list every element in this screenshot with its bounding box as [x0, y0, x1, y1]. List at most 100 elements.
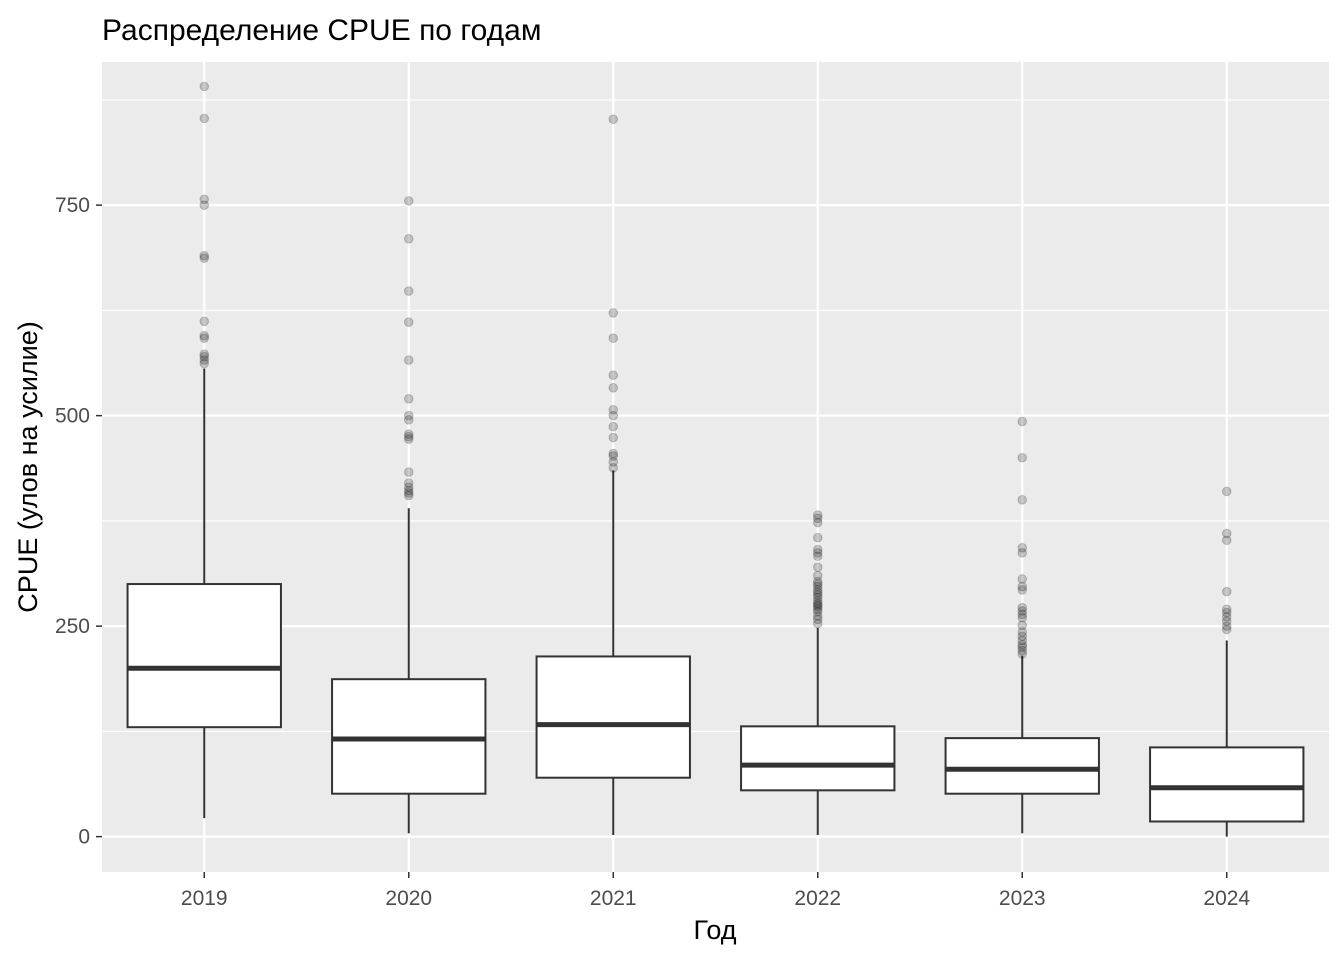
outlier-point — [1017, 612, 1028, 623]
outlier-point — [812, 510, 823, 520]
outlier-point — [403, 355, 414, 365]
chart-title: Распределение CPUE по годам — [102, 14, 541, 47]
outlier-point — [812, 607, 823, 617]
outlier-point — [199, 355, 210, 365]
outlier-point — [812, 548, 823, 558]
outlier-point — [1017, 452, 1028, 463]
outlier-point — [608, 457, 619, 467]
outlier-point — [403, 429, 414, 439]
outlier-point — [1221, 621, 1232, 631]
outlier-point — [812, 579, 823, 589]
outlier-point — [1017, 642, 1028, 652]
y-tick-label: 250 — [55, 615, 90, 638]
box-2024 — [1149, 486, 1305, 837]
outlier-point — [199, 349, 210, 359]
outlier-point — [608, 404, 619, 415]
outlier-point — [199, 200, 210, 210]
outlier-point — [403, 393, 414, 404]
outlier-point — [608, 448, 619, 459]
outlier-point — [608, 370, 619, 381]
outlier-point — [812, 618, 823, 629]
outlier-point — [1017, 627, 1028, 637]
outlier-point — [403, 490, 414, 501]
outlier-point — [812, 592, 823, 603]
y-tick-label: 750 — [55, 194, 90, 217]
outlier-point — [199, 81, 210, 92]
outlier-point — [403, 317, 414, 327]
box-2021 — [535, 114, 691, 835]
outlier-point — [812, 611, 823, 621]
outlier-point — [1221, 486, 1232, 497]
outlier-point — [1017, 606, 1028, 616]
outlier-point — [1017, 574, 1028, 584]
outlier-point — [1221, 528, 1232, 539]
outlier-point — [812, 590, 823, 600]
outlier-point — [1017, 495, 1028, 505]
plot-panel — [102, 62, 1329, 872]
outlier-point — [403, 196, 414, 206]
iqr-box — [944, 737, 1100, 795]
x-axis: 2019 2020 2021 2022 2023 2024 — [181, 872, 1250, 910]
x-tick-label: 2024 — [1203, 887, 1250, 910]
outlier-point — [1221, 586, 1232, 597]
y-tick-label: 0 — [78, 826, 90, 849]
outlier-point — [403, 415, 414, 425]
outlier-point — [608, 333, 619, 343]
outlier-point — [199, 358, 210, 369]
outlier-point — [199, 351, 210, 362]
y-axis-title: CPUE (улов на усилие) — [13, 321, 43, 612]
outlier-point — [812, 517, 823, 528]
box-2022 — [740, 510, 896, 835]
iqr-box — [1149, 746, 1305, 823]
outlier-point — [812, 600, 823, 610]
outlier-point — [812, 576, 823, 587]
outlier-point — [812, 585, 823, 595]
iqr-box — [331, 678, 487, 795]
x-tick-label: 2023 — [999, 887, 1046, 910]
outlier-point — [812, 562, 823, 572]
outlier-point — [812, 614, 823, 625]
outlier-point — [1221, 616, 1232, 626]
iqr-box — [535, 655, 691, 779]
outlier-point — [812, 513, 823, 524]
outlier-point — [608, 308, 619, 318]
outlier-point — [1017, 620, 1028, 631]
outlier-point — [1221, 612, 1232, 622]
outlier-point — [403, 410, 414, 421]
box-2020 — [331, 196, 487, 834]
outlier-point — [812, 601, 823, 612]
outlier-point — [403, 286, 414, 296]
outlier-point — [1017, 635, 1028, 646]
outlier-point — [403, 482, 414, 493]
outlier-point — [608, 432, 619, 443]
outlier-point — [199, 330, 210, 341]
outlier-point — [1017, 585, 1028, 595]
outlier-point — [812, 604, 823, 615]
outlier-point — [812, 596, 823, 606]
outlier-point — [608, 114, 619, 125]
outlier-point — [812, 587, 823, 598]
outlier-point — [199, 253, 210, 263]
box-2023 — [944, 416, 1100, 834]
outlier-point — [1221, 535, 1232, 546]
outlier-point — [1221, 607, 1232, 618]
outlier-point — [812, 532, 823, 543]
outlier-point — [1017, 649, 1028, 659]
outlier-point — [608, 451, 619, 461]
outlier-point — [812, 544, 823, 555]
outlier-point — [403, 434, 414, 445]
outlier-point — [1017, 416, 1028, 427]
outlier-point — [403, 485, 414, 496]
outlier-point — [199, 194, 210, 205]
outlier-point — [199, 316, 210, 327]
outlier-point — [403, 488, 414, 498]
outlier-point — [199, 250, 210, 261]
outlier-point — [1017, 639, 1028, 650]
outlier-point — [608, 410, 619, 421]
outlier-point — [608, 421, 619, 432]
outlier-point — [1017, 581, 1028, 592]
x-tick-label: 2021 — [590, 887, 637, 910]
boxes — [126, 81, 1305, 837]
outlier-point — [1017, 548, 1028, 558]
